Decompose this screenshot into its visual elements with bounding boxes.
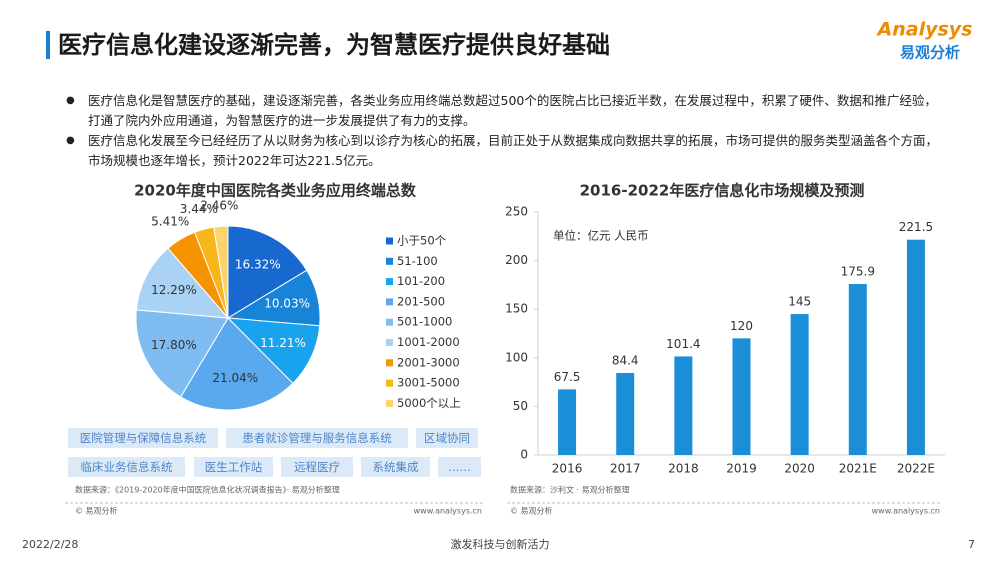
- data-label: 5.41%: [151, 214, 189, 228]
- tag-box: [226, 428, 408, 448]
- x-tick-label: 2017: [610, 462, 641, 476]
- source: 数据来源：《2019-2020年度中国医院信息化状况调查报告》· 易观分析整理: [75, 485, 340, 495]
- y-tick-label: 200: [505, 253, 528, 267]
- tag-label: 远程医疗: [294, 460, 340, 474]
- legend-swatch: [386, 278, 393, 286]
- pie-slice: [213, 225, 229, 319]
- tag-box: [438, 457, 481, 477]
- chart-title: 2020年度中国医院各类业务应用终端总数: [134, 182, 417, 200]
- source: 数据来源：沙利文 · 易观分析整理: [510, 485, 630, 495]
- legend-swatch: [386, 237, 393, 245]
- data-label: 101.4: [666, 337, 700, 351]
- tag-label: ……: [448, 460, 471, 474]
- data-label: 84.4: [612, 353, 639, 367]
- legend-label: 5000个以上: [397, 396, 461, 410]
- legend-label: 2001-3000: [397, 355, 460, 369]
- legend-label: 201-500: [397, 294, 445, 308]
- tag-box: [68, 457, 185, 477]
- pie-slice: [226, 317, 321, 385]
- legend-label: 501-1000: [397, 315, 452, 329]
- tag-label: 患者就诊管理与服务信息系统: [242, 431, 392, 445]
- pie-slice: [135, 309, 229, 398]
- pie-slice: [135, 247, 230, 319]
- data-label: 21.04%: [212, 371, 258, 385]
- copyright: © 易观分析: [75, 506, 118, 516]
- data-label: 120: [730, 319, 753, 333]
- x-tick-label: 2019: [726, 462, 757, 476]
- legend-label: 1001-2000: [397, 335, 460, 349]
- tag-label: 系统集成: [373, 460, 419, 474]
- bar: [558, 389, 577, 455]
- data-label: 221.5: [899, 220, 933, 234]
- bar: [790, 314, 809, 455]
- legend-label: 小于50个: [397, 234, 447, 248]
- tag-box: [281, 457, 353, 477]
- data-label: 17.80%: [151, 338, 197, 352]
- legend-swatch: [386, 257, 393, 265]
- data-label: 145: [788, 295, 811, 309]
- tag-label: 区域协同: [424, 431, 470, 445]
- bullet: 医疗信息化发展至今已经经历了从以财务为核心到以诊疗为核心的拓展，目前正处于从数据…: [66, 131, 948, 171]
- y-tick-label: 150: [505, 302, 528, 316]
- data-label: 10.03%: [264, 297, 310, 311]
- data-label: 67.5: [554, 370, 581, 384]
- legend-swatch: [386, 379, 393, 387]
- data-label: 12.29%: [151, 283, 197, 297]
- x-tick-label: 2018: [668, 462, 699, 476]
- data-label: 2.46%: [200, 199, 238, 213]
- x-tick-label: 2020: [784, 462, 815, 476]
- y-tick-label: 50: [513, 399, 528, 413]
- logo-name: 易观分析: [900, 44, 960, 62]
- tag-box: [68, 428, 218, 448]
- tag-label: 医生工作站: [205, 460, 263, 474]
- bullet: 医疗信息化是智慧医疗的基础，建设逐渐完善，各类业务应用终端总数超过500个的医院…: [66, 91, 948, 131]
- title-accent: [46, 31, 50, 59]
- x-tick-label: 2021E: [839, 462, 877, 476]
- chart-title: 2016-2022年医疗信息化市场规模及预测: [580, 182, 865, 200]
- tag-box: [194, 457, 273, 477]
- legend-swatch: [386, 298, 393, 306]
- tag-box: [361, 457, 430, 477]
- legend-label: 101-200: [397, 274, 445, 288]
- y-tick-label: 100: [505, 350, 528, 364]
- logo-brand: Analysys: [876, 19, 973, 41]
- legend-swatch: [386, 359, 393, 367]
- data-label: 3.44%: [180, 202, 218, 216]
- bar: [848, 284, 867, 455]
- data-label: 175.9: [841, 265, 875, 279]
- tag-box: [416, 428, 478, 448]
- y-tick-label: 250: [505, 205, 528, 219]
- legend-swatch: [386, 399, 393, 407]
- pie-slice: [179, 317, 294, 411]
- pie-slice: [227, 225, 308, 319]
- bar: [674, 356, 693, 455]
- data-label: 11.21%: [260, 336, 306, 350]
- website: www.analysys.cn: [872, 507, 940, 516]
- legend-label: 51-100: [397, 254, 438, 268]
- copyright: © 易观分析: [510, 506, 553, 516]
- footer-date: 2022/2/28: [22, 538, 78, 551]
- y-tick-label: 0: [520, 448, 528, 462]
- footer-slogan: 激发科技与创新活力: [451, 537, 550, 551]
- bar: [732, 338, 751, 455]
- bar: [906, 239, 925, 455]
- tag-label: 医院管理与保障信息系统: [80, 431, 207, 445]
- bar: [616, 372, 635, 455]
- tag-label: 临床业务信息系统: [81, 460, 173, 474]
- legend-label: 3001-5000: [397, 376, 460, 390]
- chart-subtitle: 单位：亿元 人民币: [553, 229, 649, 243]
- x-tick-label: 2016: [552, 462, 583, 476]
- slide-title: 医疗信息化建设逐渐完善，为智慧医疗提供良好基础: [58, 31, 610, 59]
- legend-swatch: [386, 318, 393, 326]
- website: www.analysys.cn: [414, 507, 482, 516]
- x-tick-label: 2022E: [897, 462, 935, 476]
- page-number: 7: [968, 538, 975, 551]
- legend-swatch: [386, 339, 393, 346]
- data-label: 16.32%: [235, 258, 281, 272]
